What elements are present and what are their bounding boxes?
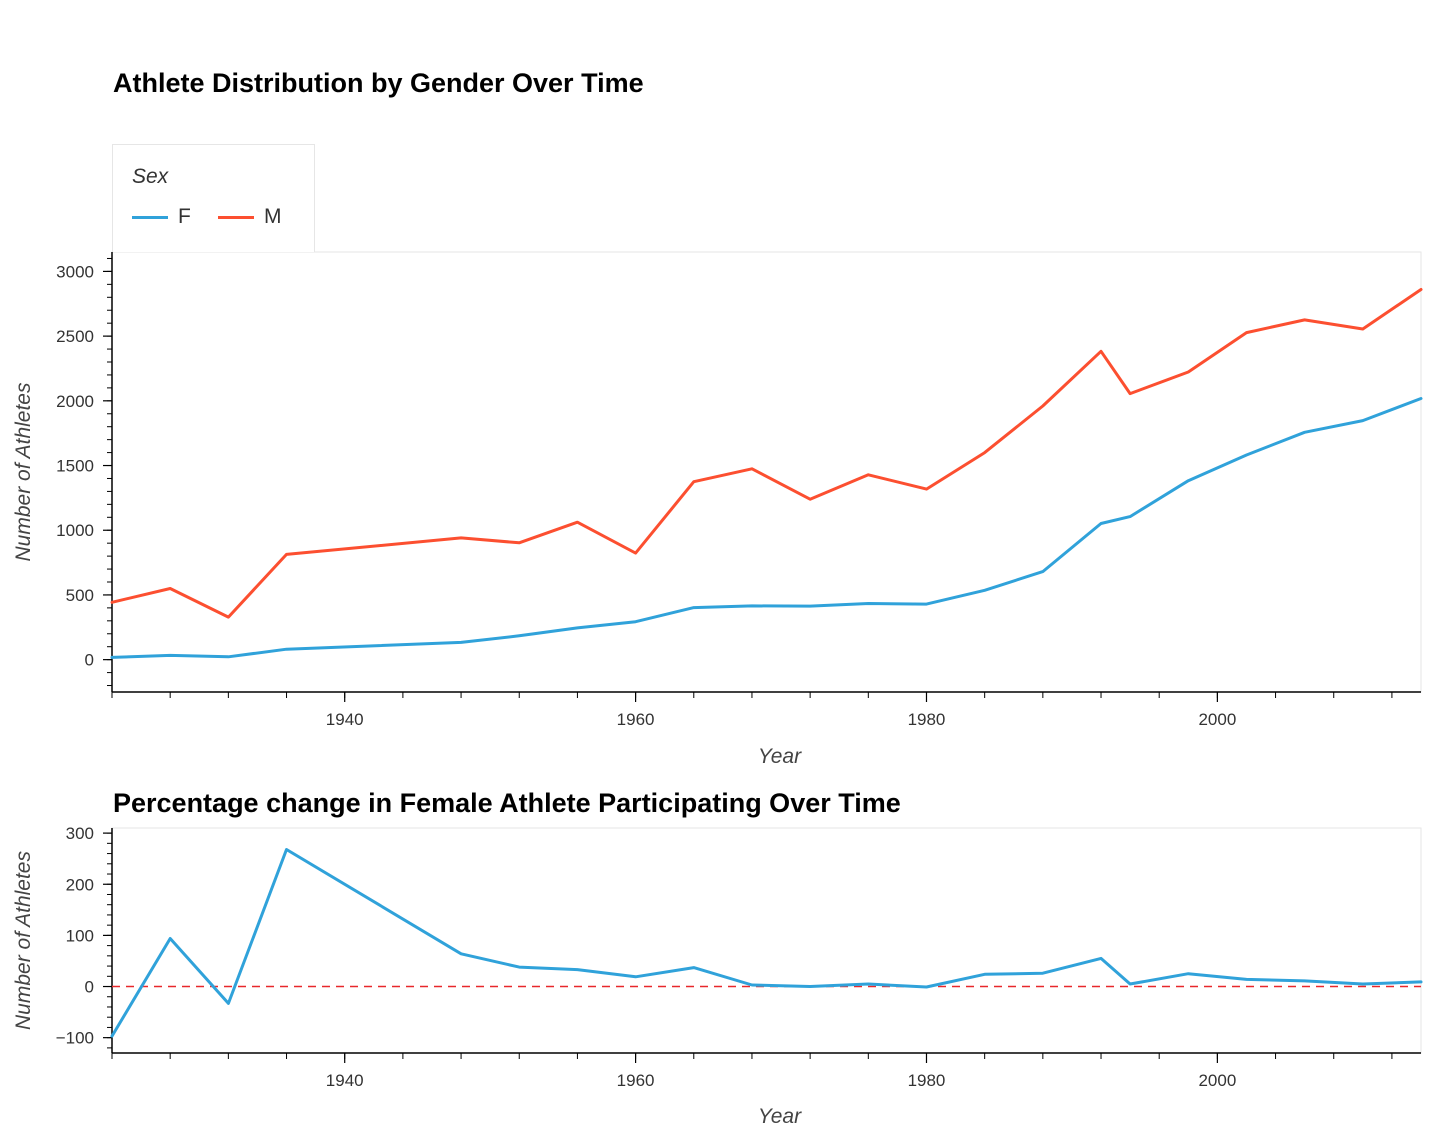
chart1-series-line-m (110, 288, 1423, 619)
legend-swatch-f (132, 215, 168, 219)
legend-label-m: M (264, 205, 282, 228)
legend: Sex F M (112, 144, 315, 252)
chart1-x-axis-label: Year (758, 745, 802, 768)
chart1-y-axis-label: Number of Athletes (12, 382, 35, 561)
chart1-x-tick-label: 1960 (617, 710, 655, 729)
chart2-y-tick-label: 300 (66, 824, 94, 843)
chart2-y-tick-label: 200 (66, 875, 94, 894)
legend-item-m[interactable]: M (218, 205, 282, 229)
chart1-y-tick-label: 500 (66, 586, 94, 605)
legend-label-f: F (178, 205, 191, 228)
chart1-series-line-f (110, 397, 1423, 659)
chart2-y-tick-label: −100 (56, 1029, 94, 1048)
chart1-y-tick-label: 0 (85, 651, 94, 670)
chart1-y-tick-label: 1500 (56, 457, 94, 476)
legend-title: Sex (132, 165, 169, 188)
chart1-y-tick-label: 3000 (56, 262, 94, 281)
chart1-y-tick-label: 2500 (56, 327, 94, 346)
legend-swatch-m (218, 215, 254, 219)
chart2-x-tick-label: 1960 (617, 1071, 655, 1090)
chart1-plot-frame (111, 251, 1422, 693)
chart2-series-line-1 (110, 848, 1423, 1038)
chart1-title: Athlete Distribution by Gender Over Time (113, 68, 644, 98)
chart1-y-tick-label: 2000 (56, 392, 94, 411)
chart2-y-tick-label: 100 (66, 926, 94, 945)
legend-item-f[interactable]: F (132, 205, 191, 229)
chart2-y-axis-label: Number of Athletes (12, 851, 35, 1030)
chart1-x-tick-label: 2000 (1198, 710, 1236, 729)
chart2-y-tick-label: 0 (85, 978, 94, 997)
chart2-title: Percentage change in Female Athlete Part… (113, 788, 901, 818)
chart2-x-axis-label: Year (758, 1105, 802, 1128)
chart1-x-tick-label: 1980 (908, 710, 946, 729)
chart1-x-tick-label: 1940 (326, 710, 364, 729)
chart2-x-tick-label: 2000 (1198, 1071, 1236, 1090)
chart1-y-tick-label: 1000 (56, 521, 94, 540)
chart2-x-tick-label: 1940 (326, 1071, 364, 1090)
chart2-x-tick-label: 1980 (908, 1071, 946, 1090)
